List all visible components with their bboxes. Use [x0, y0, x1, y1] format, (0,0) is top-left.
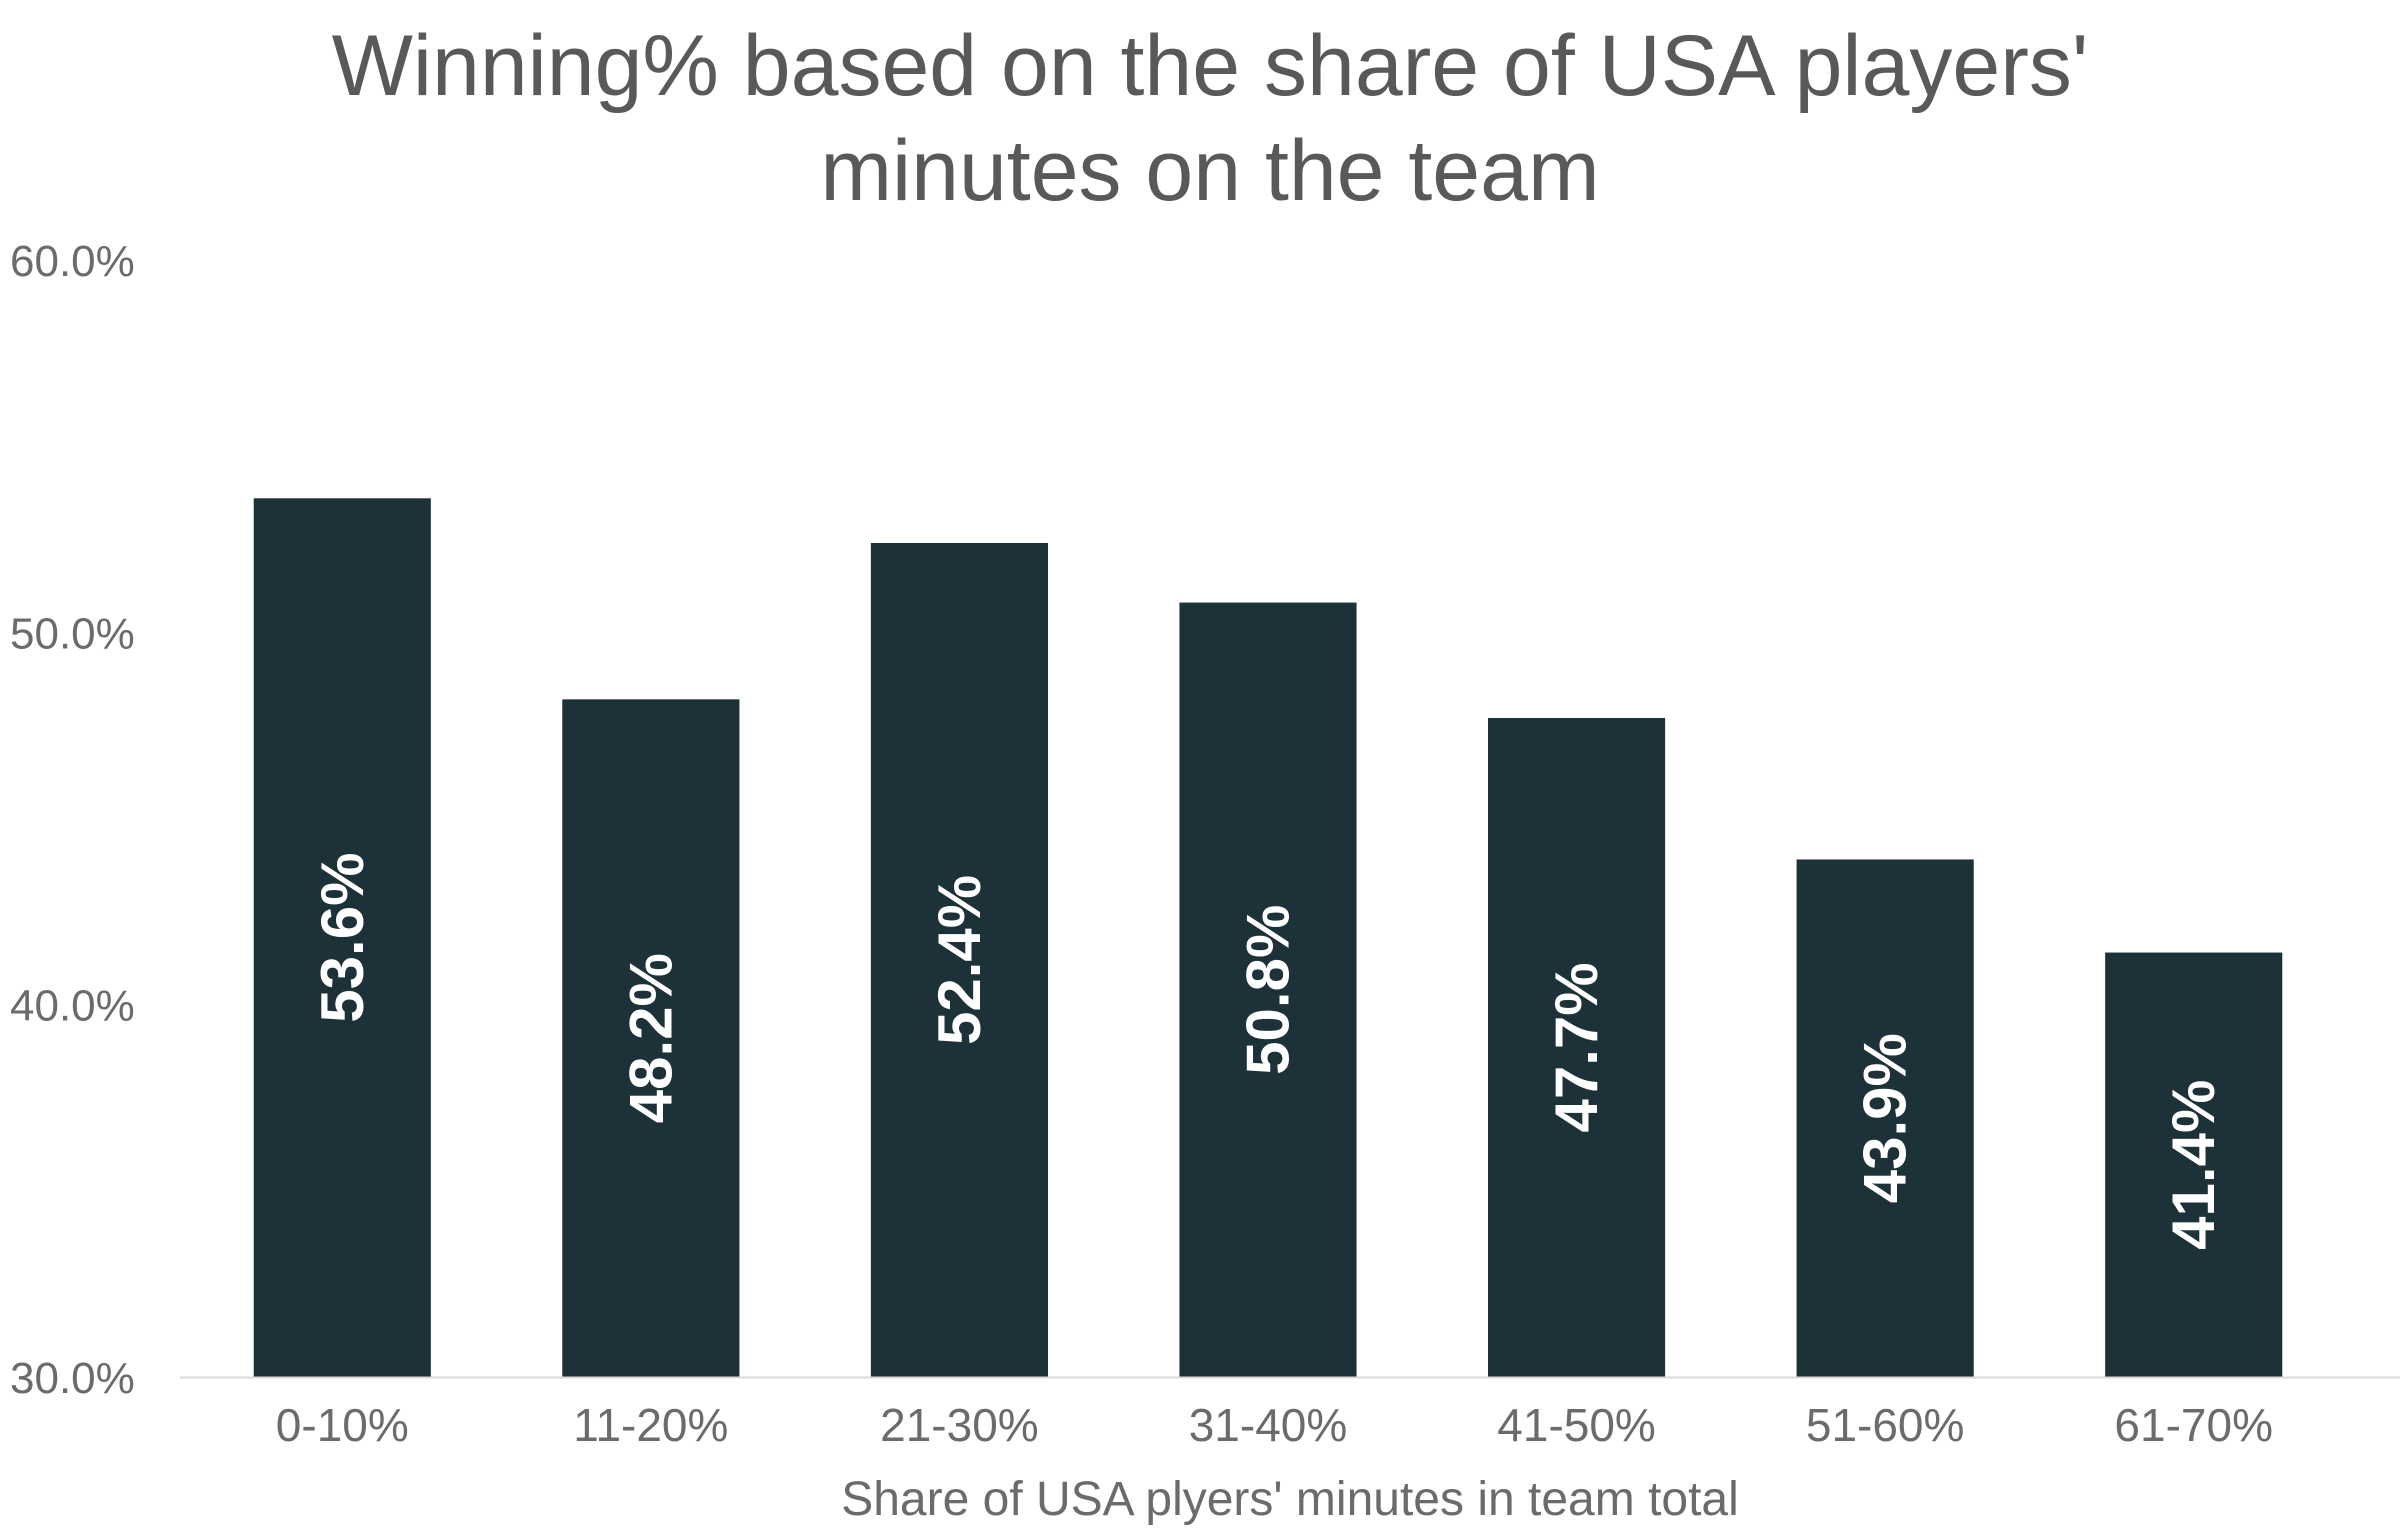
bar: [562, 699, 740, 1377]
chart-title-line-1: Winning% based on the share of USA playe…: [332, 18, 2089, 114]
bar-data-label: 43.9%: [1852, 1033, 1919, 1203]
bar: [870, 542, 1048, 1377]
chart-title-line-2: minutes on the team: [820, 123, 1599, 219]
y-axis: 30.0% 40.0% 50.0% 60.0%: [10, 237, 135, 1403]
bar: [1179, 602, 1357, 1377]
x-tick-label: 41-50%: [1497, 1399, 1656, 1451]
bar: [253, 498, 431, 1377]
y-tick-label: 40.0%: [10, 982, 135, 1031]
y-tick-label: 50.0%: [10, 609, 135, 658]
bar-data-label: 52.4%: [926, 875, 993, 1045]
bar-data-label: 48.2%: [617, 953, 684, 1123]
chart-title: Winning% based on the share of USA playe…: [332, 18, 2089, 219]
x-axis-label: Share of USA plyers' minutes in team tot…: [841, 1473, 1739, 1526]
x-tick-label: 31-40%: [1189, 1399, 1348, 1451]
x-tick-label: 21-30%: [880, 1399, 1039, 1451]
bar: [1488, 717, 1666, 1377]
bar-data-label: 53.6%: [309, 853, 376, 1023]
bar-data-label: 50.8%: [1235, 905, 1302, 1075]
x-tick-label: 61-70%: [2114, 1399, 2273, 1451]
x-axis: 0-10% 11-20% 21-30% 31-40% 41-50% 51-60% 61-70…: [276, 1399, 2273, 1451]
x-tick-label: 51-60%: [1806, 1399, 1965, 1451]
x-tick-label: 11-20%: [573, 1399, 728, 1451]
bar: [1796, 859, 1974, 1377]
y-tick-label: 60.0%: [10, 237, 135, 286]
bar-data-labels: 53.6% 48.2% 52.4% 50.8% 47.7% 43.9% 41.4%: [309, 853, 2227, 1250]
x-tick-label: 0-10%: [276, 1399, 409, 1451]
bar: [2105, 952, 2283, 1377]
y-tick-label: 30.0%: [10, 1354, 135, 1403]
bar-data-label: 41.4%: [2160, 1080, 2227, 1250]
bar-data-label: 47.7%: [1543, 962, 1610, 1132]
bars: [253, 498, 2283, 1377]
